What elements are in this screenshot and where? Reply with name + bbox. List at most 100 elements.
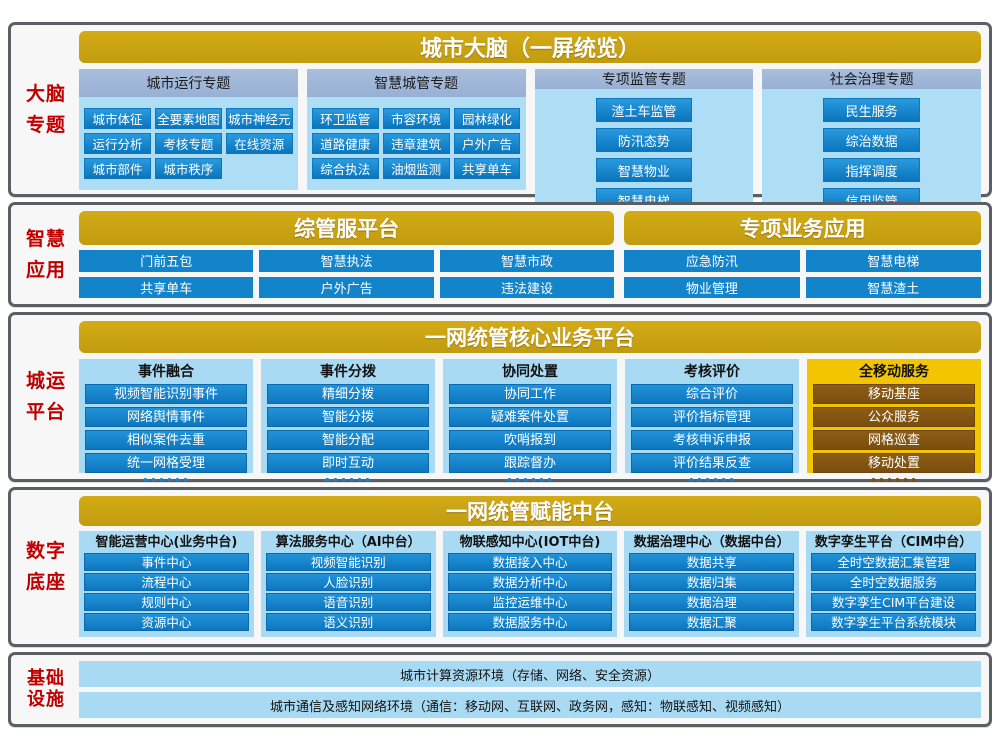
core-item[interactable]: 综合评价 — [631, 384, 793, 404]
section-label-line-2: 设施 — [27, 689, 65, 710]
core-item[interactable]: 相似案件去重 — [85, 430, 247, 450]
brain-column-items: 民生服务 综治数据 指挥调度 信用监管 — [762, 89, 981, 222]
base-item[interactable]: 规则中心 — [84, 593, 249, 611]
app-chip[interactable]: 户外广告 — [259, 276, 434, 298]
base-item[interactable]: 资源中心 — [84, 613, 249, 631]
brain-chip[interactable]: 渣土车监管 — [595, 98, 693, 122]
brain-columns: 城市运行专题 城市体征 全要素地图 城市神经元 运行分析 考核专题 在线资源 城… — [79, 69, 981, 222]
core-item[interactable]: 智能分配 — [267, 430, 429, 450]
base-item[interactable]: 数据治理 — [629, 593, 795, 611]
brain-chip[interactable]: 环卫监管 — [311, 107, 379, 129]
section-label-line-2: 平台 — [25, 401, 66, 423]
brain-chip[interactable]: 城市神经元 — [225, 107, 293, 129]
core-item[interactable]: 移动基座 — [813, 384, 975, 404]
base-item[interactable]: 视频智能识别 — [265, 553, 431, 571]
base-item[interactable]: 人脸识别 — [265, 573, 431, 591]
base-column-data-governance: 数据治理中心（数据中台） 数据共享 数据归集 数据治理 数据汇聚 — [624, 531, 800, 637]
core-items: 综合评价 评价指标管理 考核申诉申报 评价结果反查 — [631, 384, 793, 473]
core-item[interactable]: 精细分拨 — [267, 384, 429, 404]
app-chip[interactable]: 智慧执法 — [259, 250, 434, 272]
app-chip[interactable]: 智慧电梯 — [805, 250, 982, 272]
app-chip[interactable]: 应急防汛 — [624, 250, 800, 272]
core-column-full-mobile-service: 全移动服务 移动基座 公众服务 网格巡查 移动处置 •••••• — [807, 359, 981, 487]
brain-chip[interactable]: 城市秩序 — [154, 157, 222, 179]
section-body-smart-applications: 综管服平台 门前五包 智慧执法 智慧市政 共享单车 户外广告 违法建设 — [79, 211, 982, 298]
core-items: 移动基座 公众服务 网格巡查 移动处置 — [813, 384, 975, 473]
brain-chip[interactable]: 综治数据 — [823, 128, 920, 152]
brain-chip[interactable]: 道路健康 — [311, 132, 379, 154]
core-item[interactable]: 协同工作 — [449, 384, 611, 404]
core-item[interactable]: 评价结果反查 — [631, 453, 793, 473]
brain-chip[interactable]: 运行分析 — [84, 132, 151, 154]
brain-chip[interactable]: 全要素地图 — [154, 107, 222, 129]
brain-chip[interactable]: 防汛态势 — [595, 128, 693, 152]
section-label-line-2: 专题 — [25, 113, 66, 136]
app-chip[interactable]: 门前五包 — [79, 250, 254, 272]
core-item[interactable]: 网格巡查 — [813, 430, 975, 450]
base-item[interactable]: 语音识别 — [265, 593, 431, 611]
brain-chip[interactable]: 指挥调度 — [823, 158, 920, 182]
base-item[interactable]: 监控运维中心 — [447, 593, 613, 611]
chip-grid: 环卫监管 市容环境 园林绿化 道路健康 违章建筑 户外广告 综合执法 油烟监测 … — [311, 107, 521, 179]
app-chip[interactable]: 违法建设 — [439, 276, 615, 298]
section-body-core-platform: 一网统管核心业务平台 事件融合 视频智能识别事件 网络舆情事件 相似案件去重 统… — [79, 321, 981, 487]
app-chip[interactable]: 共享单车 — [79, 276, 254, 298]
brain-chip[interactable]: 城市体征 — [84, 107, 151, 129]
core-item[interactable]: 网络舆情事件 — [85, 407, 247, 427]
base-item[interactable]: 数字孪生平台系统模块 — [811, 613, 976, 631]
brain-chip[interactable]: 市容环境 — [382, 107, 450, 129]
brain-chip[interactable]: 综合执法 — [311, 157, 379, 179]
core-item[interactable]: 疑难案件处置 — [449, 407, 611, 427]
core-item[interactable]: 评价指标管理 — [631, 407, 793, 427]
brain-chip[interactable]: 智慧物业 — [595, 158, 693, 182]
base-items: 数据共享 数据归集 数据治理 数据汇聚 — [629, 553, 795, 631]
brain-chip[interactable]: 民生服务 — [823, 98, 920, 122]
core-items: 协同工作 疑难案件处置 吹哨报到 跟踪督办 — [449, 384, 611, 473]
brain-chip[interactable]: 考核专题 — [154, 132, 222, 154]
core-item[interactable]: 即时互动 — [267, 453, 429, 473]
base-item[interactable]: 数据共享 — [629, 553, 795, 571]
infrastructure-bars: 城市计算资源环境（存储、网络、安全资源） 城市通信及感知网络环境（通信：移动网、… — [79, 661, 981, 718]
base-item[interactable]: 数据分析中心 — [447, 573, 613, 591]
core-column-event-dispatch: 事件分拨 精细分拨 智能分拨 智能分配 即时互动 •••••• — [261, 359, 435, 487]
brain-banner: 城市大脑（一屏统览） — [79, 31, 981, 63]
section-smart-applications: 智慧 应用 综管服平台 门前五包 智慧执法 智慧市政 共享单车 户外广告 — [8, 202, 992, 307]
base-item[interactable]: 全时空数据服务 — [811, 573, 976, 591]
base-item[interactable]: 数字孪生CIM平台建设 — [811, 593, 976, 611]
core-item[interactable]: 视频智能识别事件 — [85, 384, 247, 404]
brain-chip[interactable]: 园林绿化 — [453, 107, 521, 129]
app-chip[interactable]: 物业管理 — [624, 276, 800, 298]
brain-chip[interactable]: 违章建筑 — [382, 132, 450, 154]
core-item[interactable]: 公众服务 — [813, 407, 975, 427]
brain-column-items: 环卫监管 市容环境 园林绿化 道路健康 违章建筑 户外广告 综合执法 油烟监测 … — [306, 97, 526, 190]
core-item[interactable]: 统一网格受理 — [85, 453, 247, 473]
app-chip[interactable]: 智慧市政 — [439, 250, 615, 272]
brain-chip[interactable]: 在线资源 — [225, 132, 293, 154]
base-column-title: 数据治理中心（数据中台） — [633, 535, 790, 550]
base-item[interactable]: 数据接入中心 — [447, 553, 613, 571]
brain-column-title: 城市运行专题 — [79, 69, 298, 97]
apps-row: 门前五包 智慧执法 智慧市政 — [79, 250, 615, 272]
core-item[interactable]: 吹哨报到 — [449, 430, 611, 450]
base-item[interactable]: 事件中心 — [84, 553, 249, 571]
base-item[interactable]: 数据汇聚 — [629, 613, 795, 631]
brain-chip[interactable]: 共享单车 — [453, 157, 521, 179]
core-item[interactable]: 移动处置 — [813, 453, 975, 473]
app-chip[interactable]: 智慧渣土 — [805, 276, 982, 298]
infrastructure-bar-compute[interactable]: 城市计算资源环境（存储、网络、安全资源） — [79, 661, 981, 687]
section-label-line-2: 应用 — [25, 258, 66, 281]
core-item[interactable]: 智能分拨 — [267, 407, 429, 427]
core-item[interactable]: 考核申诉申报 — [631, 430, 793, 450]
brain-chip[interactable]: 户外广告 — [453, 132, 521, 154]
apps-group-comprehensive-platform: 综管服平台 门前五包 智慧执法 智慧市政 共享单车 户外广告 违法建设 — [79, 211, 615, 298]
base-item[interactable]: 流程中心 — [84, 573, 249, 591]
base-item[interactable]: 数据服务中心 — [447, 613, 613, 631]
base-item[interactable]: 数据归集 — [629, 573, 795, 591]
more-dots: •••••• — [505, 474, 555, 487]
infrastructure-bar-network[interactable]: 城市通信及感知网络环境（通信：移动网、互联网、政务网，感知：物联感知、视频感知） — [79, 692, 981, 718]
base-item[interactable]: 语义识别 — [265, 613, 431, 631]
brain-chip[interactable]: 油烟监测 — [382, 157, 450, 179]
core-item[interactable]: 跟踪督办 — [449, 453, 611, 473]
base-item[interactable]: 全时空数据汇集管理 — [811, 553, 976, 571]
brain-chip[interactable]: 城市部件 — [84, 157, 151, 179]
